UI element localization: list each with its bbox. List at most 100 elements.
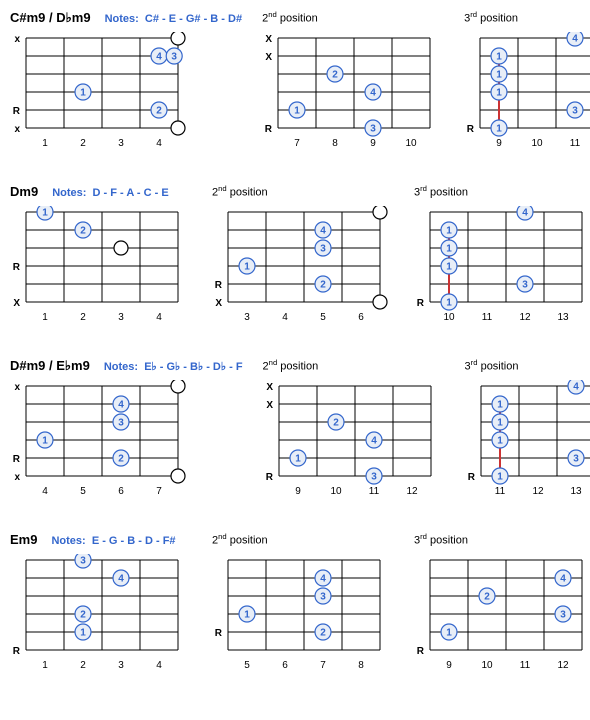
chord-diagram: XXR24139101112	[263, 380, 445, 500]
chord-row: Dm9Notes: D - F - A - C - ERX1212342nd p…	[10, 184, 580, 326]
position-label: 2nd position	[263, 358, 319, 373]
chord-diagram: R41113110111213	[414, 206, 590, 326]
svg-text:3: 3	[118, 418, 124, 429]
chord-row: D#m9 / E♭m9 Notes: E♭ - G♭ - B♭ - D♭ - F x…	[10, 358, 580, 500]
svg-text:6: 6	[282, 660, 288, 671]
svg-text:X: X	[266, 382, 273, 393]
notes-label: Notes: E♭ - G♭ - B♭ - D♭ - F	[104, 360, 243, 373]
chord-diagram: XXR241378910	[262, 32, 444, 152]
chord-diagram: R42319101112	[414, 554, 590, 674]
svg-text:3: 3	[522, 280, 528, 291]
diagram-cell: Dm9Notes: D - F - A - C - ERX121234	[10, 184, 192, 326]
svg-text:4: 4	[42, 486, 48, 497]
svg-text:7: 7	[294, 138, 300, 149]
svg-text:10: 10	[481, 660, 493, 671]
svg-text:10: 10	[532, 138, 544, 149]
svg-text:9: 9	[295, 486, 301, 497]
svg-text:5: 5	[244, 660, 250, 671]
svg-text:1: 1	[446, 298, 452, 309]
svg-text:R: R	[215, 628, 223, 639]
svg-text:R: R	[13, 106, 21, 117]
svg-text:10: 10	[330, 486, 342, 497]
svg-text:R: R	[417, 646, 425, 657]
chord-name: D#m9 / E♭m9	[10, 358, 90, 374]
svg-text:8: 8	[332, 138, 338, 149]
svg-text:1: 1	[446, 628, 452, 639]
svg-text:X: X	[13, 298, 20, 309]
svg-text:9: 9	[496, 138, 502, 149]
chord-row: Em9Notes: E - G - B - D - F#R342112342nd…	[10, 532, 580, 674]
svg-text:R: R	[417, 298, 425, 309]
svg-text:4: 4	[522, 208, 528, 219]
svg-text:4: 4	[320, 574, 326, 585]
svg-text:4: 4	[573, 382, 579, 393]
svg-text:1: 1	[496, 124, 502, 135]
svg-text:13: 13	[570, 486, 582, 497]
svg-text:1: 1	[497, 400, 503, 411]
svg-text:1: 1	[80, 628, 86, 639]
svg-text:x: x	[14, 382, 20, 393]
svg-text:9: 9	[446, 660, 452, 671]
svg-text:R: R	[215, 280, 223, 291]
chord-diagram: R4111319101112	[464, 32, 590, 152]
svg-text:6: 6	[118, 486, 124, 497]
svg-text:8: 8	[358, 660, 364, 671]
svg-text:4: 4	[156, 138, 162, 149]
chord-name: C#m9 / D♭m9	[10, 10, 91, 26]
position-label: 2nd position	[212, 184, 268, 199]
chord-name: Dm9	[10, 184, 38, 199]
svg-text:x: x	[14, 124, 20, 135]
svg-text:X: X	[265, 34, 272, 45]
diagram-cell: 3rd positionR42319101112	[414, 532, 590, 674]
diagram-cell: 2nd positionRX43123456	[212, 184, 394, 326]
diagram-cell: 2nd positionXXR24139101112	[263, 358, 445, 500]
svg-text:4: 4	[560, 574, 566, 585]
diagram-header: 2nd position	[263, 358, 319, 376]
diagram-header: C#m9 / D♭m9 Notes: C# - E - G# - B - D#	[10, 10, 242, 28]
svg-text:2: 2	[333, 418, 339, 429]
diagram-header: Dm9Notes: D - F - A - C - E	[10, 184, 169, 202]
svg-text:3: 3	[560, 610, 566, 621]
svg-text:3: 3	[244, 312, 250, 323]
diagram-cell: C#m9 / D♭m9 Notes: C# - E - G# - B - D# xR…	[10, 10, 242, 152]
chord-diagram: R34211234	[10, 554, 192, 674]
diagram-header: 2nd position	[262, 10, 318, 28]
position-label: 3rd position	[414, 532, 468, 547]
svg-text:12: 12	[557, 660, 569, 671]
svg-text:1: 1	[42, 436, 48, 447]
diagram-cell: 2nd positionXXR241378910	[262, 10, 444, 152]
svg-text:7: 7	[156, 486, 162, 497]
svg-text:3: 3	[370, 124, 376, 135]
diagram-cell: 3rd positionR41113111121314	[465, 358, 590, 500]
svg-text:4: 4	[371, 436, 377, 447]
chord-diagram: R43125678	[212, 554, 394, 674]
svg-text:1: 1	[497, 418, 503, 429]
position-label: 3rd position	[414, 184, 468, 199]
diagram-header: 3rd position	[465, 358, 519, 376]
svg-text:3: 3	[572, 106, 578, 117]
position-label: 3rd position	[464, 10, 518, 25]
notes-label: Notes: C# - E - G# - B - D#	[105, 13, 243, 25]
chord-diagram: xRx43124567	[10, 380, 192, 500]
svg-text:2: 2	[80, 610, 86, 621]
svg-text:12: 12	[519, 312, 531, 323]
svg-text:1: 1	[42, 208, 48, 219]
svg-text:1: 1	[244, 610, 250, 621]
chord-diagram: xRx43121234	[10, 32, 192, 152]
svg-text:6: 6	[358, 312, 364, 323]
svg-text:3: 3	[371, 472, 377, 483]
diagram-cell: Em9Notes: E - G - B - D - F#R34211234	[10, 532, 192, 674]
svg-text:12: 12	[406, 486, 418, 497]
svg-text:R: R	[13, 646, 21, 657]
svg-text:R: R	[13, 262, 21, 273]
svg-text:R: R	[467, 472, 475, 483]
svg-text:1: 1	[42, 312, 48, 323]
diagram-cell: 2nd positionR43125678	[212, 532, 394, 674]
svg-text:2: 2	[484, 592, 490, 603]
diagram-cell: 3rd positionR41113110111213	[414, 184, 590, 326]
svg-text:X: X	[265, 52, 272, 63]
position-label: 2nd position	[212, 532, 268, 547]
svg-text:1: 1	[497, 436, 503, 447]
position-label: 2nd position	[262, 10, 318, 25]
svg-text:R: R	[265, 472, 273, 483]
